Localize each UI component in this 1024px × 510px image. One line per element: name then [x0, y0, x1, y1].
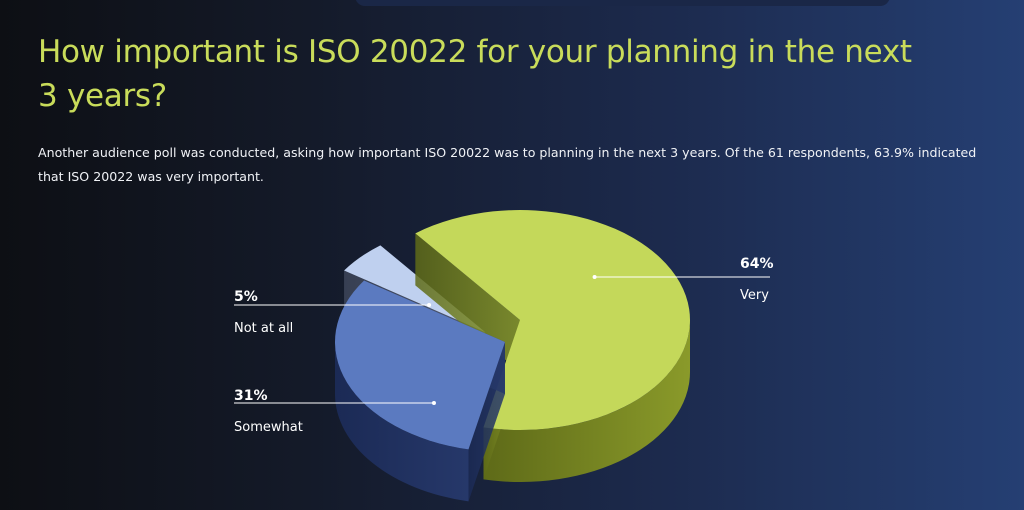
pie-value-label-somewhat: 31%	[234, 388, 268, 404]
page-description: Another audience poll was conducted, ask…	[38, 145, 977, 184]
top-banner-shape	[355, 0, 890, 6]
pie-slice-top-very	[415, 210, 690, 430]
page-title: How important is ISO 20022 for your plan…	[38, 34, 912, 114]
pie-slice-very	[415, 210, 690, 482]
pie-category-label-not-at-all: Not at all	[234, 321, 293, 336]
pie-category-label-very: Very	[740, 288, 769, 303]
pie-label-not-at-all: 5% Not at all	[234, 289, 432, 336]
pie-slice-side-very	[483, 320, 690, 482]
pie-label-very: 64% Very	[592, 256, 774, 303]
pie-slice-side-somewhat	[335, 342, 469, 502]
pie-value-label-not-at-all: 5%	[234, 289, 258, 305]
leader-dot-not-at-all	[427, 303, 432, 307]
pie-category-label-somewhat: Somewhat	[234, 420, 303, 435]
leader-dot-very	[592, 275, 597, 279]
pie-slice-top-somewhat	[334, 280, 505, 450]
pie-slice-somewhat	[334, 280, 505, 502]
pie-label-somewhat: 31% Somewhat	[234, 388, 436, 435]
pie-value-label-very: 64%	[740, 256, 774, 272]
leader-dot-somewhat	[431, 401, 436, 405]
